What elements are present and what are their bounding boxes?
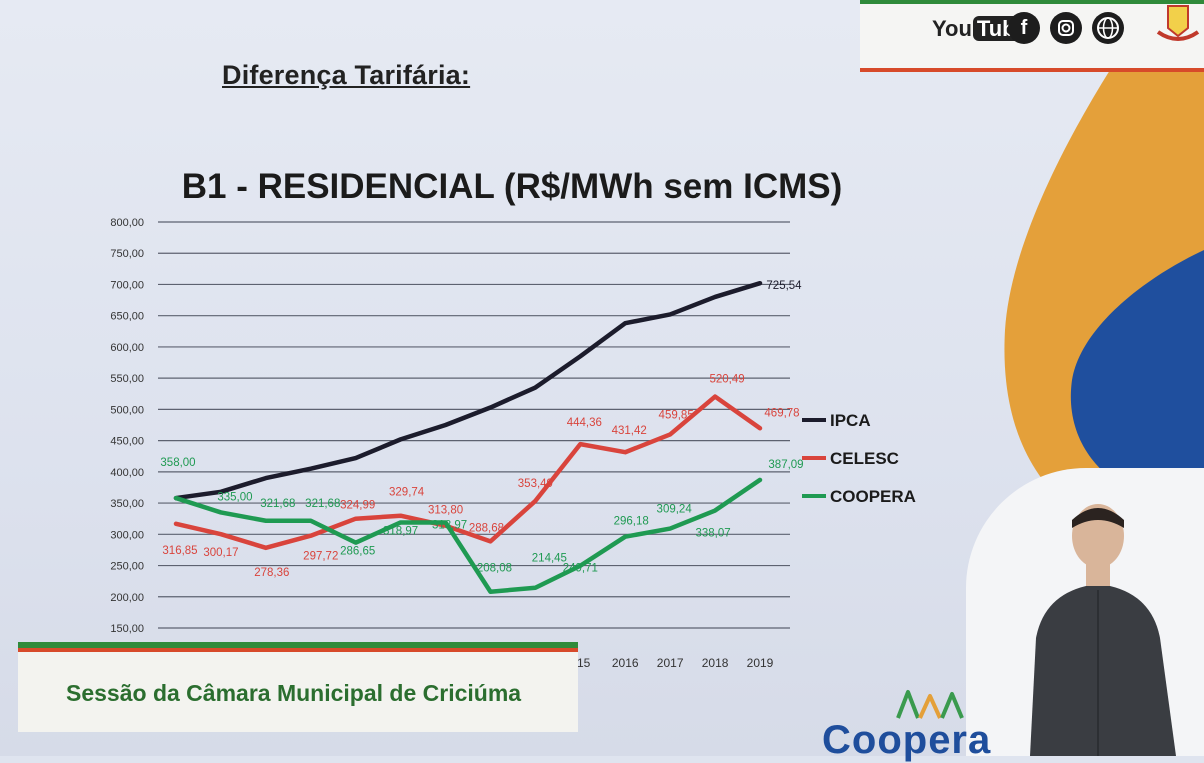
data-label: 338,07 <box>695 528 730 540</box>
legend-label-ipca: IPCA <box>830 411 871 430</box>
y-tick-label: 550,00 <box>110 373 144 385</box>
data-label: 309,24 <box>657 504 693 516</box>
slide-subtitle: Diferença Tarifária: <box>222 60 471 90</box>
instagram-icon[interactable] <box>1050 12 1082 44</box>
data-label: 469,78 <box>764 407 799 419</box>
footer-green-strip <box>18 642 578 648</box>
y-tick-label: 650,00 <box>110 311 144 323</box>
data-label: 288,68 <box>469 522 504 534</box>
y-tick-label: 400,00 <box>110 467 144 479</box>
chart-title: B1 - RESIDENCIAL (R$/MWh sem ICMS) <box>182 167 843 206</box>
data-label: 296,18 <box>614 516 649 528</box>
interpreter-hair <box>1072 508 1124 528</box>
data-label: 353,49 <box>518 478 553 490</box>
x-tick-label: 2018 <box>702 656 729 670</box>
globe-icon[interactable] <box>1092 12 1124 44</box>
y-tick-label: 700,00 <box>110 279 144 291</box>
data-label: 316,85 <box>162 545 197 557</box>
data-label: 300,17 <box>203 547 238 559</box>
data-label: 318,97 <box>432 519 467 531</box>
data-label: 208,08 <box>477 563 512 575</box>
coopera-logo-text: Coopera <box>822 718 992 762</box>
interpreter-shirt <box>1030 586 1176 756</box>
data-label: 520,49 <box>709 374 744 386</box>
data-label: 335,00 <box>217 491 252 503</box>
series-line-ipca <box>173 280 763 501</box>
data-label: 431,42 <box>612 425 647 437</box>
y-tick-label: 300,00 <box>110 529 144 541</box>
data-label: 444,36 <box>567 417 602 429</box>
data-label: 321,68 <box>260 498 295 510</box>
data-label: 387,09 <box>768 459 803 471</box>
youtube-you-text: You <box>932 16 972 41</box>
data-label: 329,74 <box>389 487 425 499</box>
data-label: 358,00 <box>160 457 195 469</box>
x-tick-label: 2019 <box>747 656 774 670</box>
data-label: 214,45 <box>532 553 567 565</box>
sign-language-interpreter <box>966 468 1204 756</box>
data-label: 297,72 <box>303 551 338 563</box>
data-label: 459,85 <box>659 409 694 421</box>
y-tick-label: 250,00 <box>110 561 144 573</box>
y-tick-label: 600,00 <box>110 342 144 354</box>
interpreter-neck <box>1086 564 1110 588</box>
data-label: 278,36 <box>254 567 289 579</box>
data-label: 324,99 <box>340 500 375 512</box>
facebook-glyph: f <box>1020 17 1028 39</box>
globe-glyph <box>1097 17 1119 39</box>
social-banner: You Tube f <box>860 0 1204 72</box>
blue-shape <box>1070 250 1204 495</box>
x-tick-label: 2017 <box>657 656 684 670</box>
y-tick-label: 200,00 <box>110 592 144 604</box>
data-label: 249,71 <box>563 563 598 575</box>
legend-label-celesc: CELESC <box>830 449 899 468</box>
facebook-icon[interactable]: f <box>1008 12 1040 44</box>
interpreter-figure <box>1030 504 1176 756</box>
y-tick-label: 500,00 <box>110 404 144 416</box>
series-line-celesc <box>173 394 763 551</box>
data-label: 313,80 <box>428 505 463 517</box>
city-seal-icon <box>1156 5 1200 41</box>
series-line-coopera <box>173 477 763 594</box>
y-tick-label: 450,00 <box>110 436 144 448</box>
legend-label-coopera: COOPERA <box>830 487 916 506</box>
banner-green-strip <box>860 0 1204 4</box>
data-label: 725,54 <box>766 280 802 292</box>
footer-banner: Sessão da Câmara Municipal de Criciúma <box>18 642 578 732</box>
footer-title: Sessão da Câmara Municipal de Criciúma <box>66 680 522 706</box>
instagram-glyph <box>1058 20 1074 36</box>
x-tick-label: 2016 <box>612 656 639 670</box>
data-label: 321,68 <box>305 498 340 510</box>
y-tick-label: 800,00 <box>110 217 144 229</box>
y-tick-label: 750,00 <box>110 248 144 260</box>
data-label: 286,65 <box>340 546 375 558</box>
coopera-logo-icon <box>896 690 964 719</box>
y-tick-label: 350,00 <box>110 498 144 510</box>
y-tick-label: 150,00 <box>110 623 144 635</box>
data-label: 318,97 <box>383 525 418 537</box>
